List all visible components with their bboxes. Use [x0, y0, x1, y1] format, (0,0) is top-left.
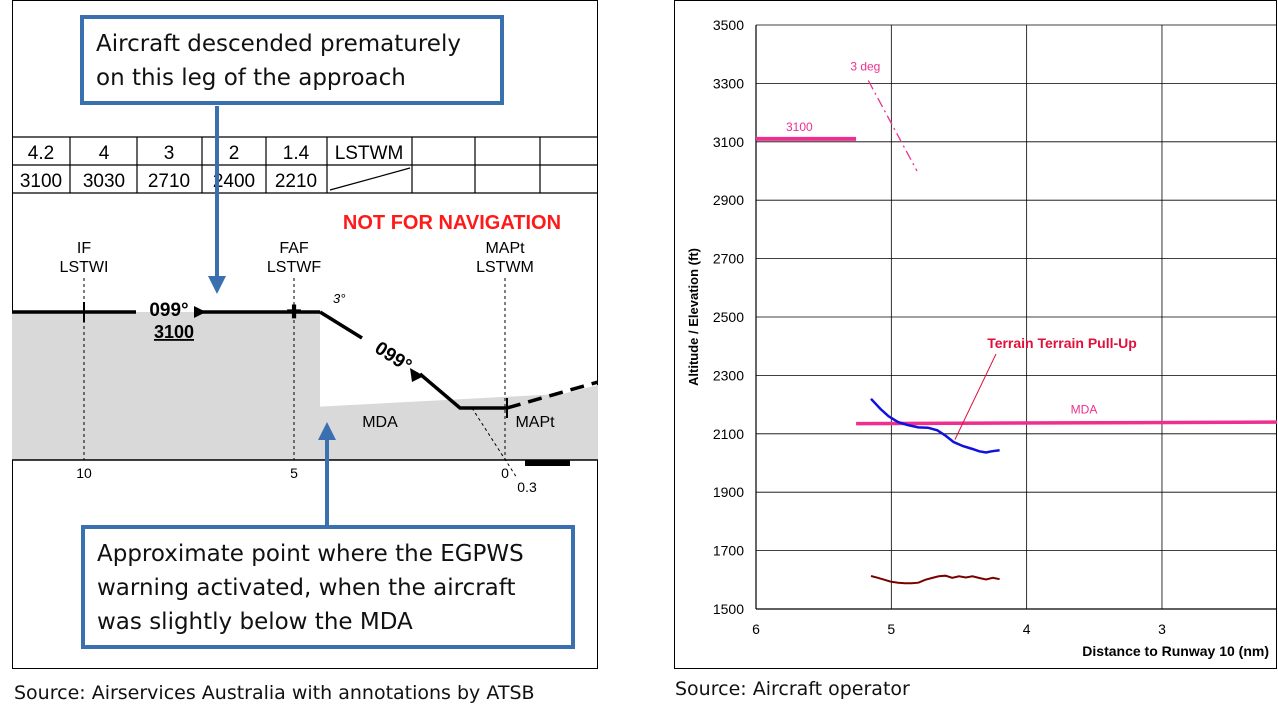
table-distance-cell: 3 — [164, 143, 175, 164]
y-tick-label: 3300 — [713, 75, 744, 91]
series-line-mda — [856, 420, 1278, 426]
fix-labels: IF LSTWI FAF LSTWF MAPt LSTWM — [60, 240, 534, 276]
y-tick-label: 2300 — [713, 367, 744, 383]
y-tick-label: 3500 — [713, 17, 744, 33]
faf-cross-icon: ✚ — [286, 302, 301, 322]
not-for-navigation-label: NOT FOR NAVIGATION — [343, 212, 561, 234]
table-altitude-row: 3100 3030 2710 2400 2210 — [20, 171, 317, 192]
series-label: MDA — [1071, 403, 1098, 417]
y-tick-label: 3100 — [713, 134, 744, 150]
series-label: 3100 — [786, 120, 813, 134]
shaded-area-faf — [294, 312, 320, 408]
shaded-area-initial — [12, 312, 294, 460]
glide-angle-label: 3° — [333, 291, 345, 306]
table-distance-cell: 4 — [99, 143, 110, 164]
chart-annotations: Terrain Terrain Pull-Up — [954, 335, 1137, 440]
distance-tick-label: 0 — [501, 465, 509, 481]
y-tick-label: 1700 — [713, 543, 744, 559]
table-distance-cell: 1.4 — [283, 143, 310, 164]
series-label: 3 deg — [850, 59, 880, 73]
altitude-chart-svg: 1500 1700 1900 2100 2300 2500 2700 2900 3100 3300… — [674, 0, 1278, 669]
series-line — [870, 397, 1000, 454]
table-distance-row: 4.2 4 3 2 1.4 LSTWM — [28, 143, 404, 164]
altitude-chart-panel: 1500 1700 1900 2100 2300 2500 2700 2900 3100 3300… — [674, 0, 1278, 670]
if-label: IF — [77, 240, 91, 257]
x-tick-label: 6 — [752, 621, 760, 637]
x-tick-label: 4 — [1023, 621, 1031, 637]
table-altitude-cell: 3100 — [20, 171, 62, 192]
x-tick-labels: 6 5 4 3 — [752, 621, 1166, 637]
annotation-leader-line — [954, 353, 997, 440]
runway-bar — [525, 460, 570, 466]
table-altitude-cell: 2210 — [275, 171, 317, 192]
distance-axis-ticks: 10 5 0 0.3 — [76, 465, 537, 495]
y-tick-label: 2900 — [713, 192, 744, 208]
table-distance-cell: 2 — [229, 143, 240, 164]
mapt-label-profile: MAPt — [515, 414, 555, 431]
distance-tick-label: 5 — [290, 465, 298, 481]
mda-label: MDA — [362, 414, 398, 431]
descent-arrow-icon — [410, 368, 424, 382]
callout-egpws-warning: Approximate point where the EGPWS warnin… — [81, 525, 575, 649]
faf-name: LSTWF — [267, 259, 321, 276]
chart-series: 3100 3 deg MDA — [756, 59, 1278, 585]
y-tick-label: 2100 — [713, 426, 744, 442]
y-tick-label: 2700 — [713, 251, 744, 267]
terrain-pull-up-annotation: Terrain Terrain Pull-Up — [987, 335, 1137, 351]
y-tick-label: 2500 — [713, 309, 744, 325]
source-left: Source: Airservices Australia with annot… — [14, 682, 535, 704]
series-line-3-deg — [867, 80, 918, 172]
callout-pointers — [208, 106, 336, 525]
series-line — [870, 574, 1000, 585]
altitude-label-initial: 3100 — [154, 322, 194, 342]
y-tick-labels: 1500 1700 1900 2100 2300 2500 2700 2900 3100 3300… — [713, 17, 744, 617]
table-distance-cell: LSTWM — [335, 143, 404, 164]
x-tick-label: 3 — [1158, 621, 1166, 637]
callout-premature-descent: Aircraft descended prematurely on this l… — [80, 15, 504, 105]
distance-sub-label: 0.3 — [517, 479, 537, 495]
x-axis-label: Distance to Runway 10 (nm) — [1082, 643, 1269, 659]
y-axis-label: Altitude / Elevation (ft) — [686, 248, 701, 386]
shaded-area-mapt — [294, 385, 598, 460]
mapt-label-top: MAPt — [485, 240, 525, 257]
table-distance-cell: 4.2 — [28, 143, 54, 164]
callout-egpws-warning-text: Approximate point where the EGPWS warnin… — [97, 541, 524, 635]
callout-premature-descent-text: Aircraft descended prematurely on this l… — [96, 31, 461, 91]
y-tick-label: 1500 — [713, 601, 744, 617]
faf-label: FAF — [279, 240, 309, 257]
table-altitude-cell: 2400 — [213, 171, 255, 192]
table-altitude-cell: 2710 — [148, 171, 190, 192]
course-label-initial: 099° — [149, 300, 188, 321]
distance-tick-label: 10 — [76, 465, 92, 481]
table-altitude-cell: 3030 — [83, 171, 125, 192]
x-tick-label: 5 — [887, 621, 895, 637]
chart-border — [674, 0, 1277, 669]
altitude-table-grid — [12, 136, 598, 194]
approach-profile-path — [12, 310, 599, 410]
y-tick-label: 1900 — [713, 484, 744, 500]
course-arrow-icon — [194, 306, 206, 318]
mapt-name: LSTWM — [476, 259, 534, 276]
source-right: Source: Aircraft operator — [675, 678, 910, 700]
if-name: LSTWI — [60, 259, 109, 276]
